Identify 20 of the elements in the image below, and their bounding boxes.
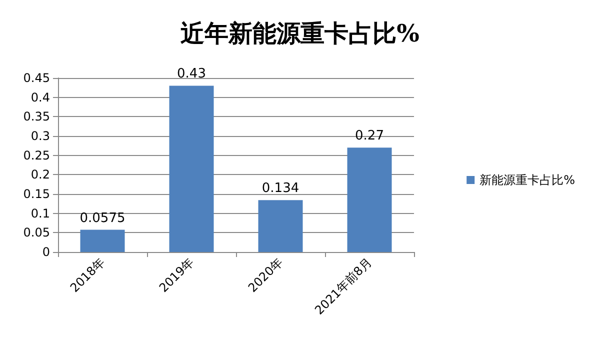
y-tick-label: 0.05 — [23, 226, 50, 240]
y-tick-label: 0.15 — [23, 187, 50, 201]
bar — [258, 200, 303, 252]
bar — [80, 230, 125, 252]
y-tick-label: 0.1 — [30, 206, 50, 220]
legend-label: 新能源重卡占比% — [480, 173, 576, 187]
y-tick-label: 0.25 — [23, 148, 50, 162]
y-tick-label: 0.3 — [30, 129, 50, 143]
data-label: 0.134 — [262, 181, 300, 196]
bar — [169, 86, 214, 252]
y-tick-label: 0 — [42, 245, 50, 259]
chart-title: 近年新能源重卡占比% — [180, 18, 420, 48]
y-tick-label: 0.2 — [30, 168, 50, 182]
bar — [347, 148, 392, 252]
y-tick-label: 0.45 — [23, 71, 50, 85]
data-label: 0.27 — [355, 128, 384, 144]
data-label: 0.43 — [177, 66, 206, 82]
y-tick-label: 0.4 — [30, 90, 50, 104]
y-tick-label: 0.35 — [23, 110, 50, 124]
data-label: 0.0575 — [80, 210, 126, 226]
